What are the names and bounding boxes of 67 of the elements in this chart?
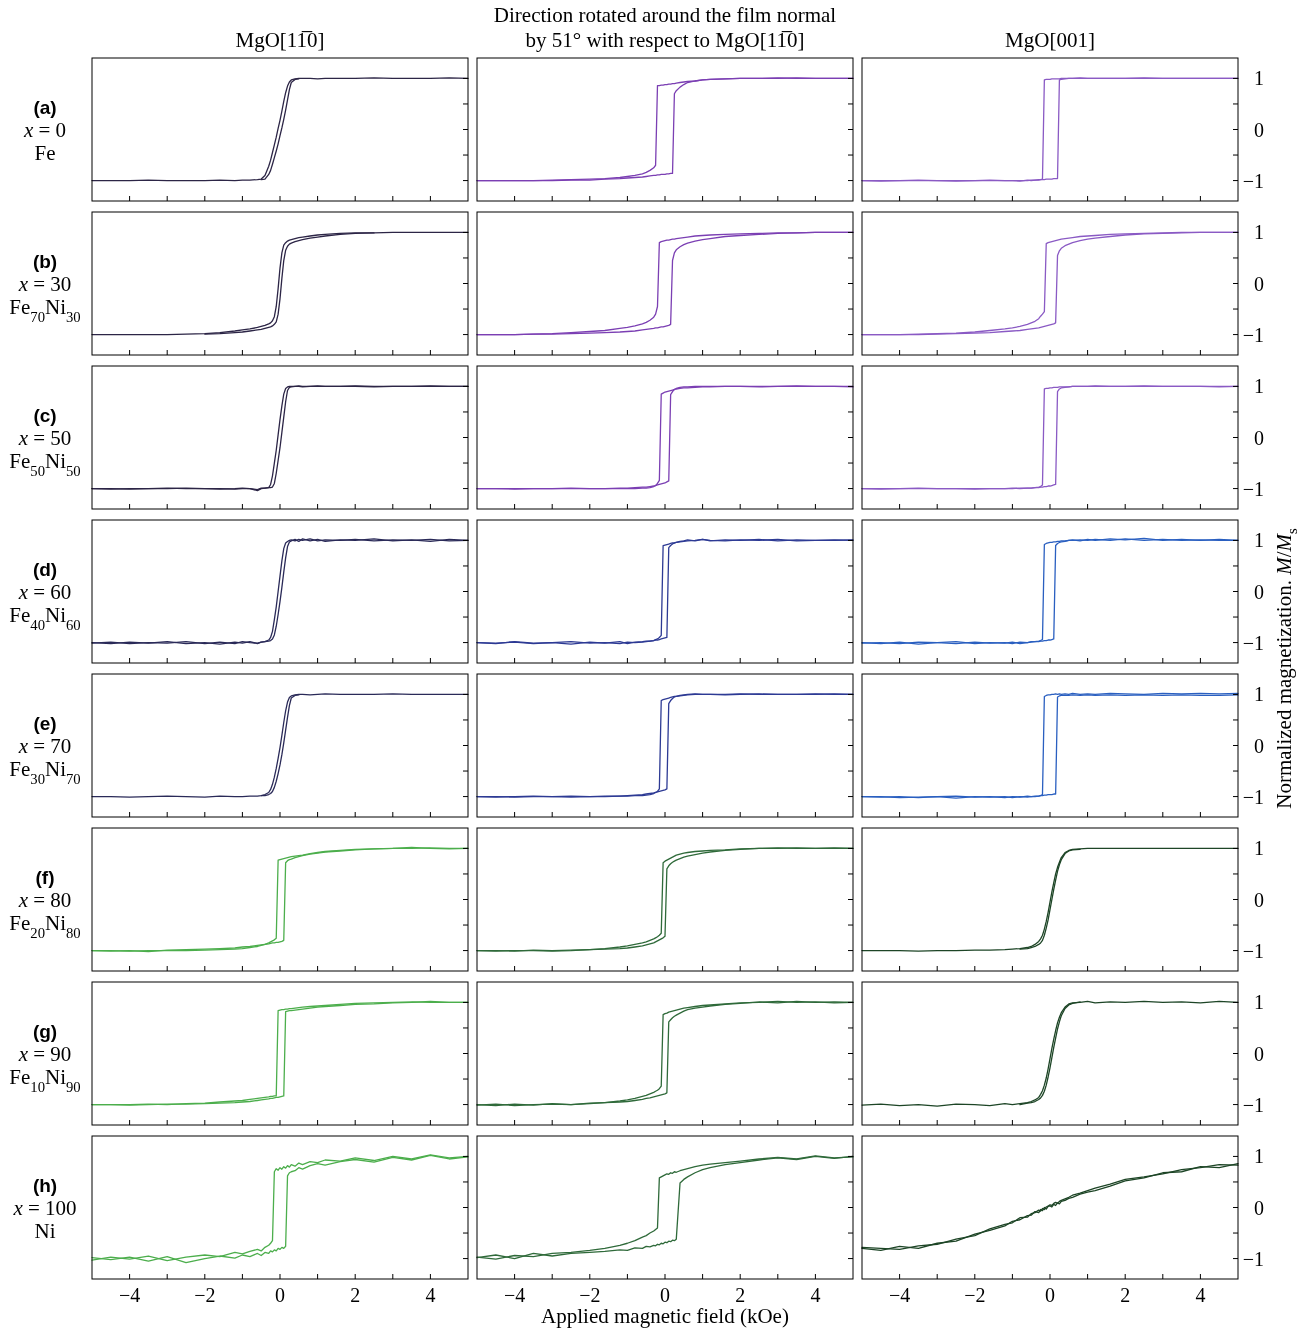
text: (c): [33, 404, 57, 426]
x-tick-label: 0: [660, 1284, 670, 1306]
x-axis-title: Applied magnetic field (kOe): [541, 1304, 789, 1328]
y-tick-label: 0: [1254, 272, 1264, 295]
text: Fe$_{30}$Ni$_{70}$: [9, 756, 81, 787]
y-tick-label: 1: [1254, 221, 1264, 244]
x-tick-label: 4: [1195, 1284, 1206, 1306]
text: Fe$_{70}$Ni$_{30}$: [9, 294, 81, 325]
y-tick-label: −1: [1242, 631, 1264, 654]
text: Fe$_{20}$Ni$_{80}$: [9, 910, 81, 941]
y-tick-label: −1: [1242, 169, 1264, 192]
y-tick-label: 0: [1254, 888, 1264, 911]
x-tick-label: −2: [579, 1284, 601, 1306]
text: x = 100: [12, 1195, 77, 1220]
text: (f): [35, 866, 55, 888]
y-tick-label: −1: [1242, 1093, 1264, 1116]
text: x = 60: [17, 579, 72, 604]
text: x = 30: [17, 271, 72, 296]
y-tick-label: −1: [1242, 323, 1264, 346]
text: (h): [32, 1174, 58, 1196]
text: (e): [33, 712, 57, 734]
x-tick-label: 2: [735, 1284, 746, 1306]
y-tick-label: 1: [1254, 683, 1264, 706]
y-tick-label: 1: [1254, 991, 1264, 1014]
text: (d): [32, 558, 58, 580]
text: Fe$_{50}$Ni$_{50}$: [9, 448, 81, 479]
text: x = 50: [17, 425, 72, 450]
chart-title: MgO[001]: [1005, 28, 1095, 52]
text: x = 80: [17, 887, 72, 912]
text: Fe$_{40}$Ni$_{60}$: [9, 602, 81, 633]
text: (g): [32, 1020, 58, 1042]
y-tick-label: 1: [1254, 375, 1264, 398]
text: (a): [33, 96, 57, 118]
y-tick-label: 1: [1254, 837, 1264, 860]
y-tick-label: 1: [1254, 1145, 1264, 1168]
x-tick-label: −4: [503, 1284, 526, 1306]
x-tick-label: −4: [888, 1284, 911, 1306]
y-tick-label: 1: [1254, 67, 1264, 90]
y-tick-label: 1: [1254, 529, 1264, 552]
x-tick-label: 4: [425, 1284, 436, 1306]
x-tick-label: 4: [810, 1284, 821, 1306]
y-tick-label: 0: [1254, 426, 1264, 449]
y-tick-label: 0: [1254, 1042, 1264, 1065]
y-tick-label: −1: [1242, 785, 1264, 808]
y-tick-label: 0: [1254, 118, 1264, 141]
text: (b): [32, 250, 58, 272]
text: x = 70: [17, 733, 72, 758]
text: Ni: [34, 1218, 56, 1243]
y-tick-label: −1: [1242, 939, 1264, 962]
y-tick-label: 0: [1254, 1196, 1264, 1219]
x-tick-label: 0: [275, 1284, 285, 1306]
y-tick-label: −1: [1242, 1247, 1264, 1270]
text: Fe: [34, 140, 56, 165]
x-tick-label: 0: [1045, 1284, 1055, 1306]
chart-title: Direction rotated around the film normal by 51° with respect to MgO[11̅0]: [493, 3, 837, 52]
x-tick-label: −4: [118, 1284, 141, 1306]
text: Fe$_{10}$Ni$_{90}$: [9, 1064, 81, 1095]
x-tick-label: −2: [964, 1284, 986, 1306]
text: x = 0: [22, 117, 67, 142]
y-tick-label: −1: [1242, 477, 1264, 500]
x-tick-label: 2: [350, 1284, 361, 1306]
x-tick-label: −2: [194, 1284, 216, 1306]
x-tick-label: 2: [1120, 1284, 1131, 1306]
y-tick-label: 0: [1254, 734, 1264, 757]
chart-title: MgO[11̅0]: [235, 28, 325, 52]
y-tick-label: 0: [1254, 580, 1264, 603]
text: x = 90: [17, 1041, 72, 1066]
